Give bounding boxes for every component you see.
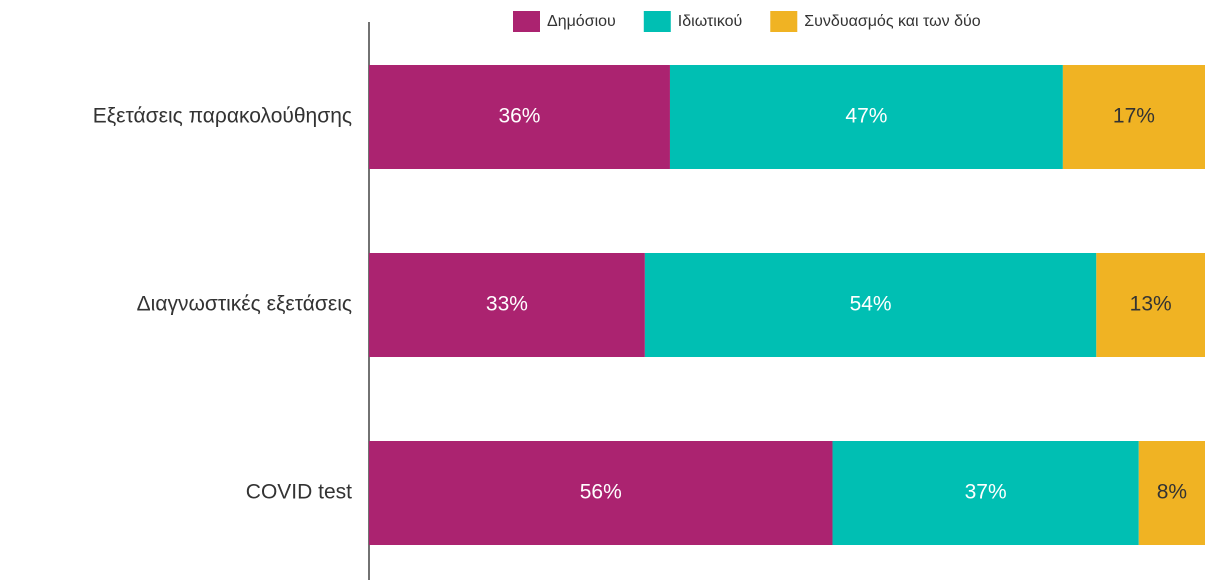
value-label: 8% — [1157, 481, 1187, 504]
bar-segment — [669, 65, 1063, 169]
bar-segment — [1138, 441, 1205, 545]
bar-segment — [369, 441, 833, 545]
value-label: 37% — [965, 481, 1007, 504]
category-label: Εξετάσεις παρακολούθησης — [93, 105, 352, 128]
legend-swatch — [770, 11, 798, 32]
bar-segment — [369, 253, 645, 357]
value-label: 33% — [486, 293, 528, 316]
bar-segment — [644, 253, 1097, 357]
legend-label: Δημόσιου — [547, 13, 616, 30]
bar-segment — [1062, 65, 1205, 169]
legend-label: Συνδυασμός και των δύο — [804, 13, 980, 30]
value-label: 54% — [850, 293, 892, 316]
value-label: 17% — [1113, 105, 1155, 128]
bar-segment — [1096, 253, 1205, 357]
value-label: 13% — [1130, 293, 1172, 316]
category-label: COVID test — [246, 481, 352, 504]
value-label: 56% — [580, 481, 622, 504]
bar-segment — [832, 441, 1139, 545]
legend-label: Ιδιωτικού — [678, 13, 743, 30]
value-label: 47% — [845, 105, 887, 128]
bar-segment — [369, 65, 670, 169]
legend-swatch — [513, 11, 540, 32]
category-label: Διαγνωστικές εξετάσεις — [137, 293, 352, 316]
legend-swatch — [643, 11, 671, 32]
value-label: 36% — [498, 105, 540, 128]
